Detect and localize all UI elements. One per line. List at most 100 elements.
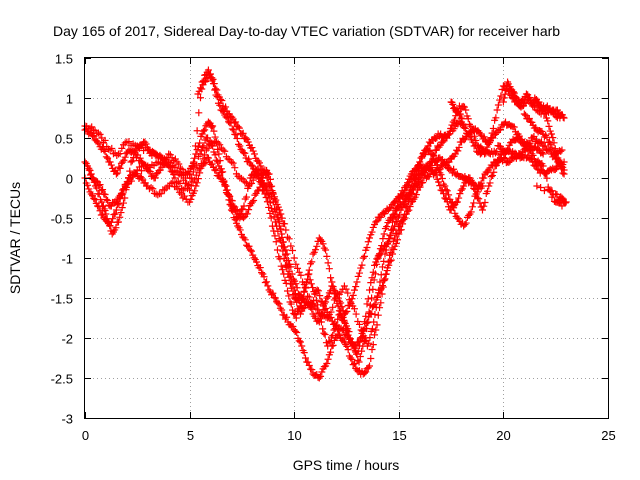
data-point-marker — [499, 98, 507, 106]
data-point-marker — [297, 271, 305, 279]
data-point-marker — [142, 140, 150, 148]
data-point-marker — [106, 222, 114, 230]
data-point-marker — [271, 232, 279, 240]
data-point-marker — [290, 309, 298, 317]
data-point-marker — [291, 327, 299, 335]
data-point-marker — [324, 259, 332, 267]
data-point-marker — [553, 106, 561, 114]
data-point-marker — [491, 149, 499, 157]
data-point-marker — [191, 142, 199, 150]
data-point-marker — [492, 162, 500, 170]
data-point-marker — [466, 120, 474, 128]
data-point-marker — [334, 302, 342, 310]
data-point-marker — [183, 179, 191, 187]
y-tick-label: 1.5 — [55, 52, 73, 67]
data-point-marker — [475, 195, 483, 203]
data-point-marker — [317, 372, 325, 380]
data-point-marker — [97, 186, 105, 194]
data-point-marker — [501, 150, 509, 158]
data-point-marker — [529, 151, 537, 159]
data-point-marker — [401, 200, 409, 208]
data-point-marker — [197, 147, 205, 155]
data-point-marker — [196, 94, 204, 102]
data-point-marker — [166, 163, 174, 171]
data-point-marker — [238, 130, 246, 138]
data-point-marker — [371, 310, 379, 318]
data-point-marker — [496, 96, 504, 104]
data-point-marker — [342, 309, 350, 317]
data-point-marker — [350, 360, 358, 368]
data-point-marker — [208, 123, 216, 131]
data-point-marker — [505, 158, 513, 166]
data-point-marker — [213, 86, 221, 94]
data-point-marker — [189, 168, 197, 176]
data-point-marker — [515, 135, 523, 143]
data-point-marker — [117, 209, 125, 217]
data-point-marker — [289, 322, 297, 330]
data-point-marker — [520, 110, 528, 118]
data-point-marker — [374, 311, 382, 319]
data-point-marker — [548, 130, 556, 138]
data-point-marker — [360, 252, 368, 260]
data-point-marker — [304, 292, 312, 300]
data-point-marker — [270, 213, 278, 221]
data-point-marker — [243, 210, 251, 218]
data-point-marker — [468, 179, 476, 187]
data-point-marker — [486, 139, 494, 147]
data-point-marker — [543, 174, 551, 182]
data-point-marker — [222, 186, 230, 194]
data-point-marker — [136, 154, 144, 162]
data-point-marker — [480, 202, 488, 210]
data-point-marker — [201, 126, 209, 134]
data-point-marker — [364, 364, 372, 372]
x-tick-label: 10 — [287, 428, 301, 443]
data-point-marker — [207, 70, 215, 78]
data-point-marker — [560, 158, 568, 166]
data-point-marker — [359, 254, 367, 262]
data-point-marker — [193, 146, 201, 154]
data-point-marker — [165, 162, 173, 170]
data-point-marker — [209, 142, 217, 150]
data-point-marker — [493, 106, 501, 114]
data-point-marker — [228, 113, 236, 121]
data-point-marker — [103, 215, 111, 223]
data-point-marker — [525, 114, 533, 122]
data-point-marker — [267, 183, 275, 191]
data-point-marker — [557, 199, 565, 207]
data-point-marker — [399, 220, 407, 228]
data-point-marker — [550, 139, 558, 147]
data-point-marker — [366, 362, 374, 370]
data-point-marker — [516, 102, 524, 110]
data-point-marker — [435, 178, 443, 186]
data-point-marker — [362, 312, 370, 320]
data-point-marker — [354, 347, 362, 355]
data-point-marker — [372, 326, 380, 334]
data-point-marker — [347, 354, 355, 362]
data-point-marker — [500, 94, 508, 102]
data-point-marker — [183, 169, 191, 177]
data-point-marker — [459, 120, 467, 128]
data-point-marker — [471, 132, 479, 140]
data-point-marker — [170, 171, 178, 179]
data-point-marker — [380, 230, 388, 238]
data-point-marker — [540, 187, 548, 195]
data-point-marker — [385, 261, 393, 269]
data-point-marker — [432, 135, 440, 143]
data-point-marker — [289, 306, 297, 314]
data-point-marker — [462, 177, 470, 185]
data-point-marker — [369, 341, 377, 349]
data-point-marker — [562, 198, 570, 206]
data-point-marker — [545, 122, 553, 130]
data-point-marker — [422, 149, 430, 157]
data-point-marker — [372, 303, 380, 311]
data-point-marker — [98, 198, 106, 206]
data-point-marker — [307, 280, 315, 288]
data-point-marker — [493, 148, 501, 156]
data-point-marker — [312, 296, 320, 304]
data-point-marker — [240, 214, 248, 222]
data-point-marker — [332, 294, 340, 302]
y-tick-label: -0.5 — [51, 212, 73, 227]
data-point-marker — [186, 186, 194, 194]
data-point-marker — [350, 344, 358, 352]
data-point-marker — [296, 310, 304, 318]
